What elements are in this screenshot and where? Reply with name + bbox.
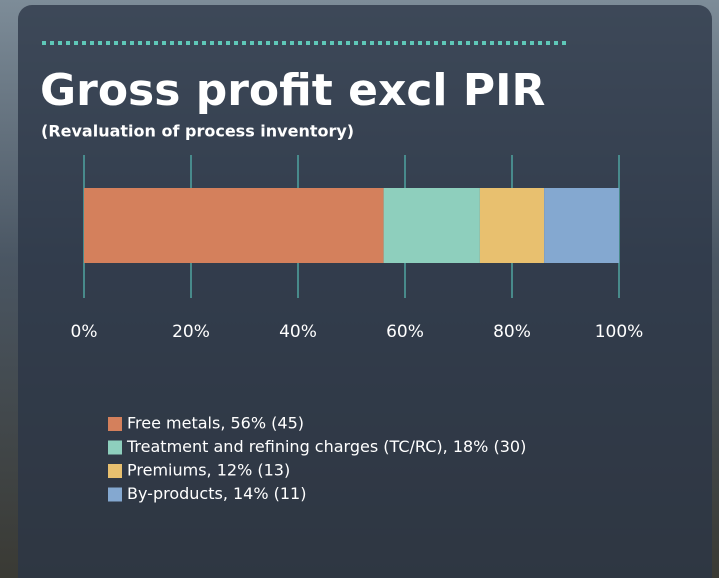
legend-label: By-products, 14% (11) [127,484,306,503]
legend-swatch [108,417,122,431]
card [18,5,712,578]
chart-subtitle: (Revaluation of process inventory) [41,122,354,141]
bar-segment [383,188,480,263]
legend-swatch [108,487,122,502]
x-tick-label: 60% [386,322,424,342]
x-tick-label: 100% [595,322,644,342]
x-tick-label: 0% [71,322,98,342]
x-tick-label: 40% [279,322,317,342]
bar-segment [479,188,545,263]
bar-segment [84,188,384,263]
legend-label: Free metals, 56% (45) [127,414,304,433]
x-tick-label: 20% [172,322,210,342]
bar-segment [544,188,619,263]
legend-swatch [108,464,122,478]
legend-swatch [108,440,122,455]
chart-title: Gross profit excl PIR [40,65,545,116]
x-tick-label: 80% [493,322,531,342]
legend-label: Treatment and refining charges (TC/RC), … [126,437,526,456]
legend-label: Premiums, 12% (13) [127,461,290,480]
